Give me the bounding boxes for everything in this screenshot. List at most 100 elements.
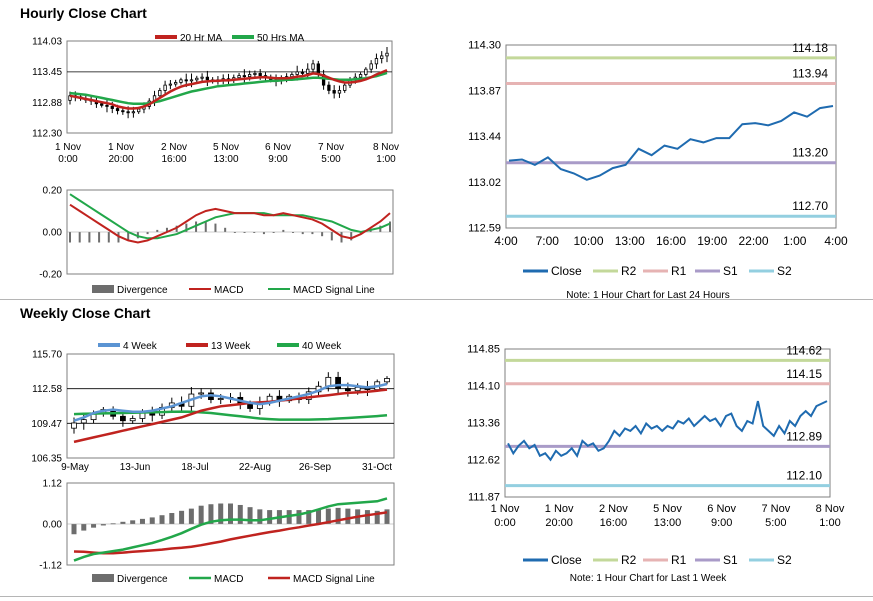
hourly-price-candle bbox=[105, 104, 109, 107]
hourly-24h-y-tick-label: 114.30 bbox=[468, 40, 501, 52]
hourly-price-candle bbox=[332, 90, 336, 94]
hourly-24h-x-tick-label: 19:00 bbox=[697, 234, 727, 248]
hourly-price-x-tick-date: 7 Nov bbox=[318, 142, 344, 153]
weekly-signal-line bbox=[73, 511, 388, 555]
weekly-legend-13week-label: 13 Week bbox=[211, 341, 251, 352]
hourly-divergence-bar bbox=[107, 232, 110, 243]
hourly-price-candle bbox=[380, 55, 384, 59]
hourly-24h-legend-r1-label: R1 bbox=[671, 264, 687, 278]
weekly-price-candle bbox=[217, 398, 224, 401]
weekly-ma4-line bbox=[73, 382, 388, 422]
weekly-ma13-line bbox=[73, 388, 388, 444]
weekly-price-y-tick-label: 112.58 bbox=[32, 384, 62, 395]
weekly-divergence-bar bbox=[257, 509, 263, 524]
weekly-divergence-bar bbox=[149, 517, 155, 524]
hourly-divergence-bar bbox=[369, 229, 372, 232]
weekly-1w-close-line bbox=[507, 400, 828, 462]
hourly-price-candle bbox=[163, 84, 167, 91]
hourly-24h-x-tick-label: 1:00 bbox=[783, 234, 807, 248]
hourly-24h-x-tick-label: 16:00 bbox=[656, 234, 686, 248]
weekly-divergence-bar bbox=[325, 508, 331, 524]
hourly-price-x-tick-date: 6 Nov bbox=[265, 142, 291, 153]
weekly-divergence-bar bbox=[120, 521, 126, 524]
weekly-price-frame bbox=[66, 353, 395, 459]
weekly-price-candle bbox=[71, 422, 77, 429]
hourly-legend-ma20-label: 20 Hr MA bbox=[180, 33, 223, 44]
weekly-price-candle bbox=[198, 392, 205, 395]
hourly-price-x-tick-date: 1 Nov bbox=[108, 142, 134, 153]
weekly-price-x-tick-label: 31-Oct bbox=[362, 462, 392, 473]
hourly-legend-divergence-swatch bbox=[92, 285, 114, 293]
weekly-1w-x-tick-time: 20:00 bbox=[545, 517, 573, 529]
weekly-divergence-bar bbox=[130, 520, 136, 524]
weekly-1w-note: Note: 1 Hour Chart for Last 1 Week bbox=[570, 573, 728, 584]
weekly-divergence-bar bbox=[208, 504, 214, 524]
hourly-divergence-bar bbox=[224, 227, 227, 232]
weekly-divergence-bar bbox=[306, 510, 312, 524]
hourly-price-candle bbox=[374, 58, 379, 65]
hourly-divergence-bar bbox=[69, 232, 71, 243]
hourly-price-candle bbox=[364, 68, 368, 75]
hourly-price-x-tick-time: 13:00 bbox=[213, 154, 238, 165]
weekly-divergence-bar bbox=[159, 515, 165, 524]
weekly-price-candle bbox=[120, 415, 126, 422]
weekly-divergence-bar bbox=[198, 505, 204, 524]
hourly-24h-x-tick-label: 22:00 bbox=[738, 234, 768, 248]
hourly-price-candle bbox=[100, 103, 104, 106]
weekly-divergence-bar bbox=[374, 510, 380, 524]
hourly-signal-line bbox=[69, 193, 391, 240]
hourly-price-x-tick-date: 8 Nov bbox=[373, 142, 399, 153]
hourly-price-candle bbox=[68, 95, 72, 101]
hourly-macd-y-tick-label: 0.20 bbox=[43, 186, 63, 197]
hourly-divergence-bar bbox=[330, 232, 333, 241]
hourly-divergence-bar bbox=[214, 223, 217, 232]
weekly-price-candle bbox=[384, 378, 390, 383]
weekly-divergence-bar bbox=[228, 503, 233, 524]
hourly-price-candle bbox=[327, 84, 331, 91]
hourly-divergence-bar bbox=[253, 232, 256, 233]
weekly-1w-x-tick-time: 9:00 bbox=[711, 517, 732, 529]
hourly-price-x-tick-time: 0:00 bbox=[58, 154, 78, 165]
weekly-macd-line bbox=[73, 497, 388, 562]
hourly-divergence-bar bbox=[98, 232, 101, 243]
hourly-divergence-bar bbox=[272, 232, 275, 233]
hourly-price-x-tick-date: 5 Nov bbox=[213, 142, 239, 153]
weekly-1w-level-r1-label: 114.15 bbox=[786, 367, 822, 381]
weekly-legend-4week-label: 4 Week bbox=[123, 341, 158, 352]
hourly-divergence-bar bbox=[204, 221, 207, 232]
hourly-price-x-tick-time: 20:00 bbox=[108, 154, 133, 165]
hourly-24h-x-tick-label: 10:00 bbox=[573, 234, 603, 248]
hourly-24h-legend-s1-label: S1 bbox=[723, 264, 738, 278]
weekly-divergence-bar bbox=[179, 510, 185, 524]
weekly-price-y-tick-label: 106.35 bbox=[31, 454, 62, 465]
weekly-ma40-line bbox=[73, 410, 388, 421]
hourly-price-candle bbox=[311, 63, 315, 70]
hourly-divergence-bar bbox=[340, 232, 343, 243]
weekly-1w-x-tick-date: 6 Nov bbox=[707, 503, 736, 515]
weekly-macd-y-tick-label: -1.12 bbox=[39, 561, 62, 572]
hourly-price-candle bbox=[369, 63, 373, 70]
hourly-divergence-bar bbox=[165, 227, 168, 232]
weekly-divergence-bar bbox=[335, 507, 341, 524]
weekly-price-candle bbox=[354, 386, 361, 392]
weekly-divergence-bar bbox=[139, 518, 145, 524]
hourly-divergence-bar bbox=[321, 232, 324, 237]
weekly-1w-x-tick-date: 5 Nov bbox=[653, 503, 682, 515]
weekly-1w-y-tick-label: 114.10 bbox=[467, 381, 500, 393]
hourly-legend-signal-label: MACD Signal Line bbox=[293, 285, 375, 296]
hourly-divergence-bar bbox=[301, 232, 304, 235]
hourly-ma20-line bbox=[69, 69, 388, 110]
hourly-24h-x-tick-label: 13:00 bbox=[615, 234, 645, 248]
weekly-price-x-tick-label: 13-Jun bbox=[120, 462, 151, 473]
weekly-1w-frame bbox=[504, 348, 831, 498]
hourly-divergence-bar bbox=[379, 225, 382, 232]
weekly-divergence-bar bbox=[364, 510, 370, 524]
weekly-1w-x-tick-time: 13:00 bbox=[654, 517, 682, 529]
hourly-24h-x-tick-label: 4:00 bbox=[824, 234, 848, 248]
weekly-1w-x-tick-time: 16:00 bbox=[600, 517, 628, 529]
hourly-divergence-bar bbox=[350, 232, 353, 241]
hourly-divergence-bar bbox=[88, 232, 91, 243]
weekly-divergence-bar bbox=[169, 513, 175, 524]
hourly-divergence-bar bbox=[262, 232, 265, 235]
